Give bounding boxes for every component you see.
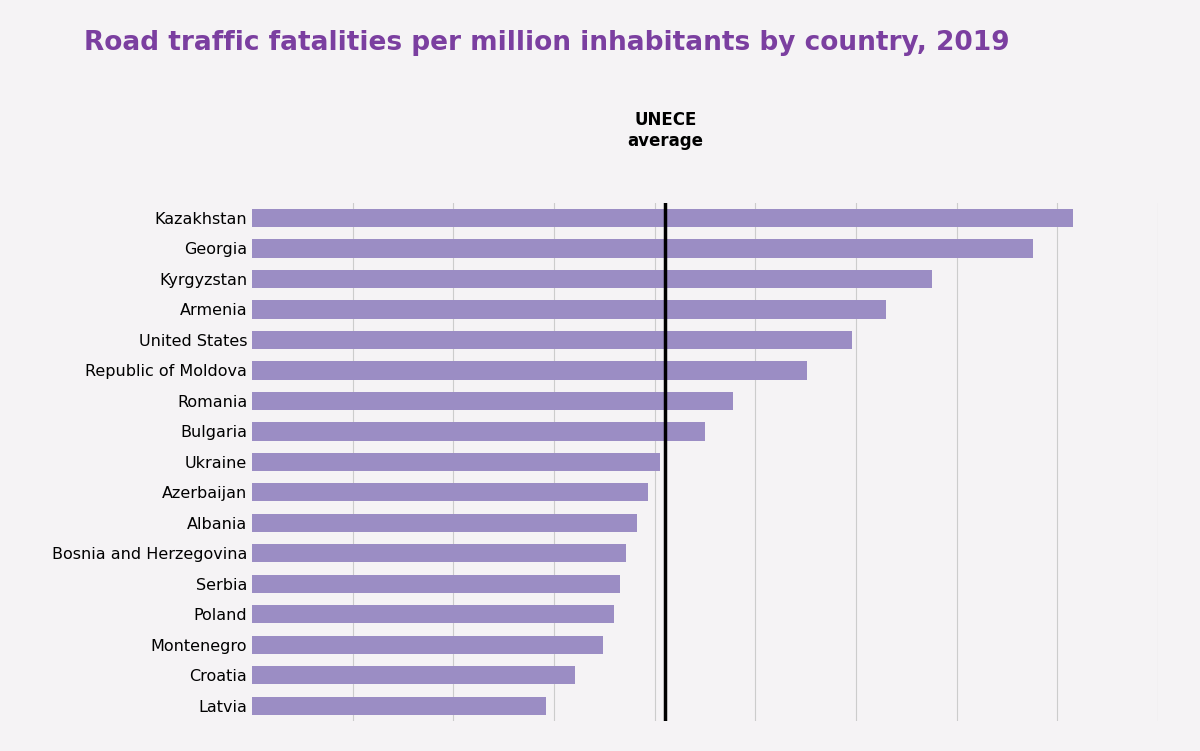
Bar [252, 575, 620, 593]
Bar [252, 422, 706, 441]
Text: UNECE
average: UNECE average [628, 111, 703, 150]
Bar [252, 240, 1033, 258]
Bar [252, 544, 625, 562]
Bar [252, 666, 575, 684]
Bar [252, 635, 604, 654]
Bar [252, 514, 637, 532]
Bar [252, 300, 886, 318]
Bar [252, 605, 614, 623]
Bar [252, 330, 852, 349]
Bar [252, 361, 806, 379]
Text: Road traffic fatalities per million inhabitants by country, 2019: Road traffic fatalities per million inha… [84, 30, 1009, 56]
Bar [252, 453, 660, 471]
Bar [252, 209, 1073, 227]
Bar [252, 483, 648, 502]
Bar [252, 270, 931, 288]
Bar [252, 392, 733, 410]
Bar [252, 697, 546, 715]
